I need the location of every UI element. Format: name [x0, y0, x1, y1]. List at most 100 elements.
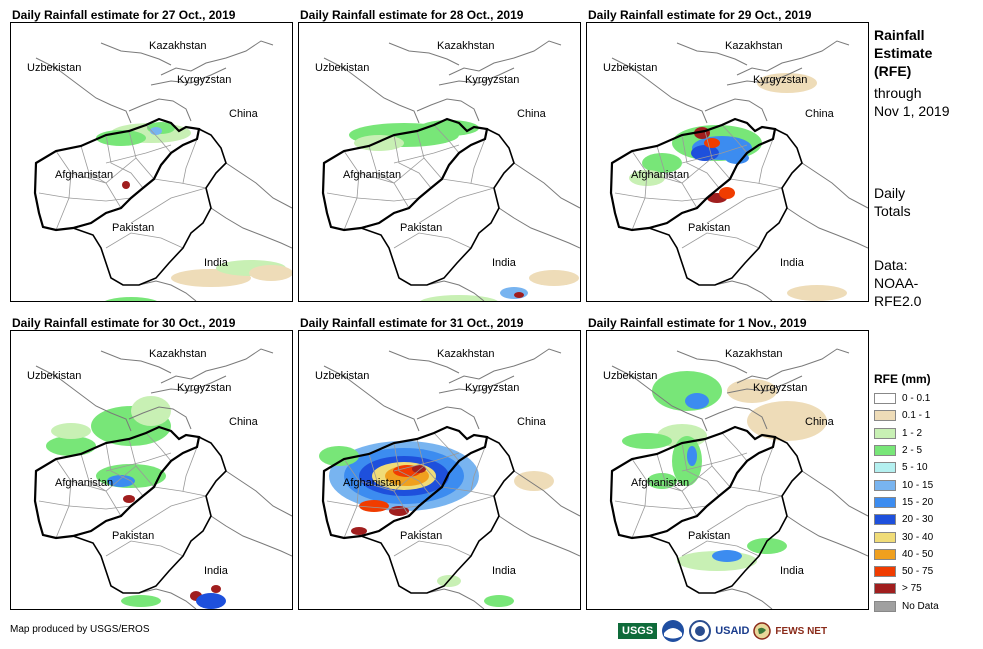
country-boundary [448, 348, 562, 384]
province-boundary [368, 145, 410, 209]
rainfall-area [719, 187, 735, 199]
rainfall-area [249, 265, 292, 281]
country-boundary [210, 515, 292, 557]
country-label-uzbekistan: Uzbekistan [27, 370, 81, 382]
country-label-india: India [492, 565, 517, 577]
side-through-line: Nov 1, 2019 [874, 103, 950, 119]
side-totals-line: Totals [874, 203, 911, 219]
map-frame: Kazakhstan Uzbekistan Kyrgyzstan China Afgha… [298, 330, 581, 610]
province-boundary [105, 442, 144, 497]
country-label-kazakhstan: Kazakhstan [437, 40, 494, 52]
country-label-china: China [517, 108, 547, 120]
province-boundary [105, 144, 172, 164]
side-title: Rainfall Estimate (RFE) [874, 26, 932, 80]
province-boundary [418, 495, 495, 532]
legend-item: No Data [874, 598, 939, 615]
rainfall-area [647, 473, 677, 489]
map-credit: Map produced by USGS/EROS [10, 624, 150, 635]
province-boundary [644, 505, 708, 510]
legend-swatch [874, 583, 896, 595]
rainfall-area [747, 538, 787, 554]
country-label-china: China [229, 108, 259, 120]
country-boundary [323, 57, 420, 124]
legend-label: 50 - 75 [902, 566, 934, 578]
country-boundary [611, 57, 708, 124]
province-boundary [130, 187, 207, 224]
legend-item: 40 - 50 [874, 546, 939, 563]
province-boundary [105, 540, 184, 557]
rainfall-area [757, 73, 817, 93]
rainfall-area [725, 152, 749, 164]
province-boundary [418, 187, 495, 224]
rainfall-area [514, 471, 554, 491]
country-boundary [801, 162, 868, 209]
province-boundary [393, 144, 460, 164]
panel-title: Daily Rainfall estimate for 1 Nov., 2019 [588, 316, 807, 330]
side-title-line: (RFE) [874, 63, 912, 79]
province-boundary [393, 452, 460, 472]
country-label-kyrgyzstan: Kyrgyzstan [753, 74, 807, 86]
legend-item: 50 - 75 [874, 563, 939, 580]
country-boundary [150, 375, 227, 394]
country-boundary [128, 406, 192, 430]
usaid-logo-text: USAID [715, 625, 750, 637]
legend-title: RFE (mm) [874, 372, 931, 386]
legend-label: No Data [902, 600, 939, 612]
pakistan-boundary [70, 435, 227, 594]
country-boundary [128, 98, 192, 122]
province-boundary [706, 495, 783, 532]
fewsnet-globe-logo [753, 622, 772, 640]
side-data-source: Data: NOAA- RFE2.0 [874, 256, 921, 310]
country-label-kazakhstan: Kazakhstan [149, 348, 206, 360]
rainfall-area [121, 595, 161, 607]
country-boundary [416, 406, 480, 430]
province-boundary [393, 442, 432, 497]
country-label-afghanistan: Afghanistan [631, 169, 689, 181]
country-label-afghanistan: Afghanistan [55, 477, 113, 489]
legend-swatch [874, 566, 896, 578]
legend-label: 2 - 5 [902, 445, 923, 457]
province-boundary [646, 157, 713, 184]
legend-swatch [874, 548, 896, 560]
country-boundary [388, 350, 460, 374]
province-boundary [326, 500, 358, 507]
province-boundary [706, 187, 783, 224]
country-boundary [676, 42, 748, 66]
side-through: through Nov 1, 2019 [874, 84, 950, 120]
country-label-pakistan: Pakistan [688, 222, 730, 234]
panel-title: Daily Rainfall estimate for 30 Oct., 201… [12, 316, 236, 330]
province-boundary [614, 192, 646, 199]
province-boundary [656, 453, 698, 517]
country-label-afghanistan: Afghanistan [631, 477, 689, 489]
side-title-line: Estimate [874, 45, 933, 61]
country-boundary [416, 98, 480, 122]
province-boundary [55, 150, 72, 231]
province-boundary [70, 157, 137, 184]
pakistan-boundary [646, 127, 803, 286]
country-boundary [513, 162, 580, 209]
province-boundary [343, 150, 360, 231]
legend-label: 10 - 15 [902, 479, 934, 491]
province-boundary [38, 192, 70, 199]
legend-swatch [874, 393, 896, 405]
country-label-uzbekistan: Uzbekistan [27, 62, 81, 74]
country-boundary [225, 162, 292, 209]
side-data-line: NOAA- [874, 275, 919, 291]
legend-swatch [874, 462, 896, 474]
country-boundary [438, 375, 515, 394]
pakistan-boundary [358, 435, 515, 594]
province-boundary [721, 432, 748, 462]
country-label-kyrgyzstan: Kyrgyzstan [177, 382, 231, 394]
province-boundary [729, 486, 783, 497]
legend-label: > 75 [902, 583, 922, 595]
country-label-india: India [780, 565, 805, 577]
country-boundary [323, 365, 420, 432]
legend-label: 40 - 50 [902, 548, 934, 560]
side-through-line: through [874, 85, 922, 101]
country-label-india: India [780, 257, 805, 269]
rainfall-area [359, 500, 389, 512]
country-boundary [35, 365, 132, 432]
legend-swatch [874, 410, 896, 422]
province-boundary [68, 505, 132, 510]
country-boundary [398, 585, 485, 609]
